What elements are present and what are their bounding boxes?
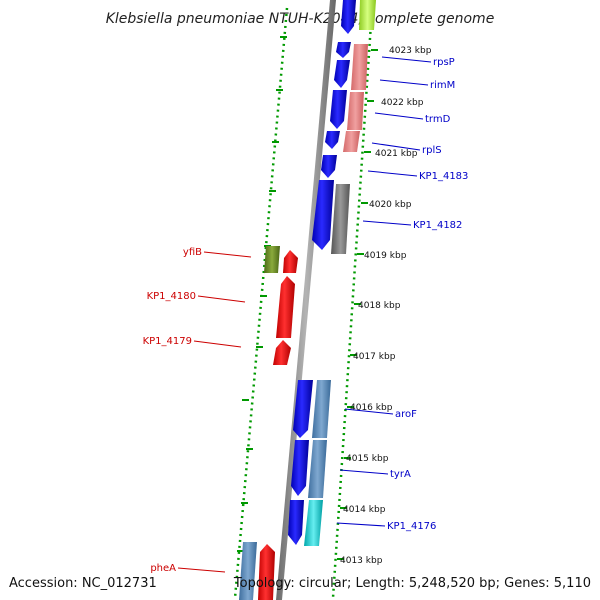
gene-KP1_4183 bbox=[321, 155, 337, 178]
gene-label: KP1_4176 bbox=[387, 521, 436, 532]
gene-label: tyrA bbox=[390, 469, 411, 480]
tick-label: 4020 kbp bbox=[369, 200, 412, 210]
tick-label: 4013 kbp bbox=[340, 556, 383, 566]
feature-rRNA-3 bbox=[343, 131, 360, 152]
tick-label: 4015 kbp bbox=[346, 454, 389, 464]
feature-track-inner bbox=[239, 246, 280, 600]
gene-tyrA bbox=[291, 440, 309, 496]
gene-KP1_4179 bbox=[273, 340, 291, 365]
inner-ring-ticks bbox=[237, 36, 287, 552]
gene-label: aroF bbox=[395, 409, 417, 420]
tick-label: 4019 kbp bbox=[364, 251, 407, 261]
gene-trmD bbox=[330, 90, 347, 129]
map-title: Klebsiella pneumoniae NTUH-K2044, comple… bbox=[106, 11, 495, 27]
feature-lime bbox=[359, 0, 376, 30]
gene-KP1_4180 bbox=[276, 276, 295, 338]
feature-gray bbox=[331, 184, 350, 254]
genome-backbone bbox=[276, 0, 336, 600]
accession-text: Accession: NC_012731 bbox=[9, 576, 157, 591]
gene-label: KP1_4182 bbox=[413, 220, 462, 231]
gene-label: rplS bbox=[422, 145, 442, 156]
feature-steel-inner bbox=[239, 542, 257, 600]
gene-label: yfiB bbox=[183, 247, 202, 258]
tick-label: 4017 kbp bbox=[353, 352, 396, 362]
gene-KP1_4182 bbox=[312, 180, 334, 250]
feature-rRNA-1 bbox=[351, 44, 368, 90]
kbp-tick-labels: 4023 kbp 4022 kbp 4021 kbp 4020 kbp 4019… bbox=[340, 46, 432, 566]
tick-label: 4018 kbp bbox=[358, 301, 401, 311]
gene-KP1_4176 bbox=[288, 500, 304, 545]
reverse-gene-labels: yfiB KP1_4180 KP1_4179 pheA bbox=[143, 247, 252, 574]
feature-rRNA-2 bbox=[347, 92, 364, 130]
gene-label: rpsP bbox=[433, 57, 455, 68]
feature-olive bbox=[264, 246, 280, 273]
gene-rpsP bbox=[336, 42, 351, 58]
tick-label: 4016 kbp bbox=[350, 403, 393, 413]
gene-label: pheA bbox=[150, 563, 176, 574]
gene-rplS bbox=[325, 131, 340, 149]
tick-label: 4021 kbp bbox=[375, 149, 418, 159]
inner-dotted-ring bbox=[233, 7, 289, 599]
genome-summary-text: Topology: circular; Length: 5,248,520 bp… bbox=[233, 576, 591, 591]
forward-gene-labels: rpsP rimM trmD rplS KP1_4183 KP1_4182 ar… bbox=[336, 56, 468, 532]
outer-ring-ticks bbox=[337, 49, 378, 560]
tick-label: 4023 kbp bbox=[389, 46, 432, 56]
gene-label: KP1_4179 bbox=[143, 336, 192, 347]
feature-track-outer bbox=[304, 0, 376, 546]
feature-cyan bbox=[304, 500, 323, 546]
gene-label: trmD bbox=[425, 114, 451, 125]
gene-yfiB bbox=[283, 250, 298, 273]
tick-label: 4022 kbp bbox=[381, 98, 424, 108]
feature-steel-1 bbox=[312, 380, 331, 438]
gene-label: KP1_4180 bbox=[147, 291, 196, 302]
gene-label: KP1_4183 bbox=[419, 171, 468, 182]
feature-steel-2 bbox=[308, 440, 327, 498]
tick-label: 4014 kbp bbox=[343, 505, 386, 515]
gene-top-partial bbox=[341, 0, 356, 34]
gene-aroF bbox=[293, 380, 313, 438]
forward-strand-genes bbox=[288, 0, 356, 545]
gene-pheA bbox=[258, 544, 275, 600]
gene-rimM bbox=[334, 60, 350, 88]
reverse-strand-genes bbox=[258, 250, 298, 600]
outer-dotted-ring bbox=[331, 7, 374, 599]
gene-label: rimM bbox=[430, 80, 455, 91]
